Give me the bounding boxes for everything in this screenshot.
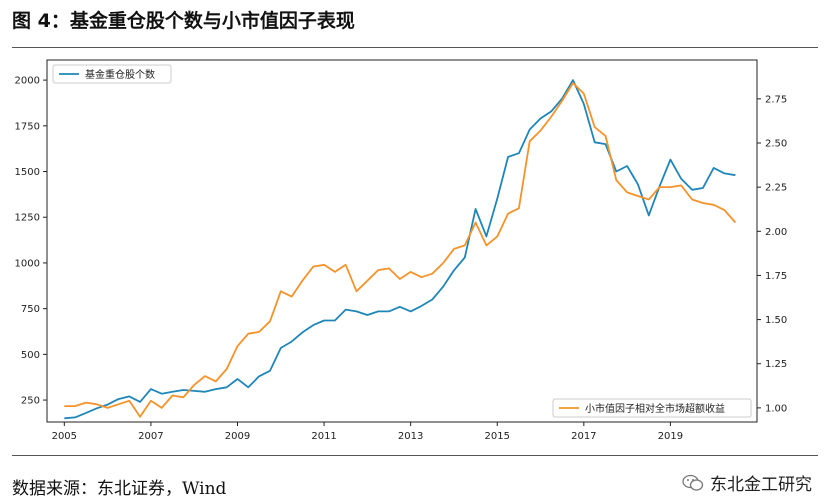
x-tick-label: 2011 [311,431,336,442]
y-left-tick-label: 250 [21,396,40,407]
legend-right-box [552,398,752,418]
plot-frame [46,59,758,423]
y-left-tick-label: 500 [21,350,40,361]
series-fund-holdings-line [64,79,736,420]
y-right-tick-label: 2.25 [765,183,787,194]
y-right-tick-label: 1.00 [765,403,787,414]
y-right-tick-label: 2.50 [765,138,787,149]
y-right-tick-label: 2.75 [765,94,787,105]
bottom-divider [12,455,818,456]
x-tick-label: 2005 [52,431,77,442]
y-left-tick-label: 2000 [15,76,40,87]
legend-right-label: 小市值因子相对全市场超额收益 [585,402,725,415]
watermark: 东北金工研究 [682,470,812,495]
y-left-tick-label: 1000 [15,258,40,269]
x-tick-label: 2009 [225,431,250,442]
y-right-tick-label: 2.00 [765,227,787,238]
legend-left-box [52,64,172,84]
line-chart: 2005 2007 2009 2011 2013 2015 2017 2019 250 500 75… [15,59,787,442]
x-tick-label: 2015 [485,431,510,442]
y-left-tick-label: 750 [21,304,40,315]
y-left-tick-label: 1500 [15,167,40,178]
wechat-icon [682,474,704,491]
x-tick-label: 2007 [138,431,163,442]
x-tick-label: 2019 [658,431,683,442]
chart-title: 图 4：基金重仓股个数与小市值因子表现 [12,10,355,32]
data-source: 数据来源：东北证券，Wind [12,479,227,499]
series-small-cap-excess-line [64,82,737,418]
y-right-tick-label: 1.75 [765,271,787,282]
y-right-tick-label: 1.25 [765,359,787,370]
watermark-text: 东北金工研究 [710,475,812,495]
y-left-tick-label: 1750 [15,121,40,132]
x-tick-label: 2013 [398,431,423,442]
y-left-tick-label: 1250 [15,213,40,224]
legend-left-label: 基金重仓股个数 [85,68,155,81]
top-divider [12,47,818,48]
x-tick-label: 2017 [571,431,596,442]
y-right-tick-label: 1.50 [765,315,787,326]
